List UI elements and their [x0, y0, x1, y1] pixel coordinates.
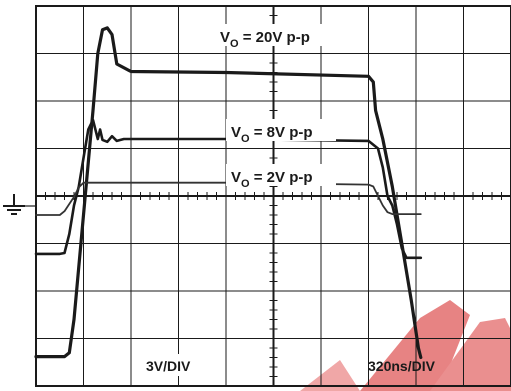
- watermark: [300, 300, 511, 391]
- label-8v-rest: = 8V p-p: [250, 124, 313, 141]
- trace-8v: [34, 118, 423, 260]
- label-20v-main: V: [220, 29, 230, 46]
- svg-text:VO = 8V p-p: VO = 8V p-p: [231, 124, 313, 145]
- svg-text:VO = 2V p-p: VO = 2V p-p: [231, 169, 313, 190]
- label-2v-rest: = 2V p-p: [250, 169, 313, 186]
- label-20v-sub: O: [230, 38, 239, 50]
- label-2v-sub: O: [241, 178, 250, 190]
- label-8v-sub: O: [241, 133, 250, 145]
- y-scale-bg: [138, 354, 220, 376]
- svg-text:VO = 20V p-p: VO = 20V p-p: [220, 29, 310, 50]
- y-scale-label: 3V/DIV: [146, 358, 191, 374]
- label-8v-main: V: [231, 124, 241, 141]
- label-20v-group: VO = 20V p-p: [216, 24, 341, 50]
- label-2v-main: V: [231, 169, 241, 186]
- label-8v-group: VO = 8V p-p: [226, 119, 336, 145]
- x-scale-label: 320ns/DIV: [368, 358, 436, 374]
- grid: [35, 5, 511, 387]
- label-2v-group: VO = 2V p-p: [226, 164, 336, 190]
- label-20v-rest: = 20V p-p: [239, 29, 310, 46]
- ground-symbol-icon: [3, 194, 36, 215]
